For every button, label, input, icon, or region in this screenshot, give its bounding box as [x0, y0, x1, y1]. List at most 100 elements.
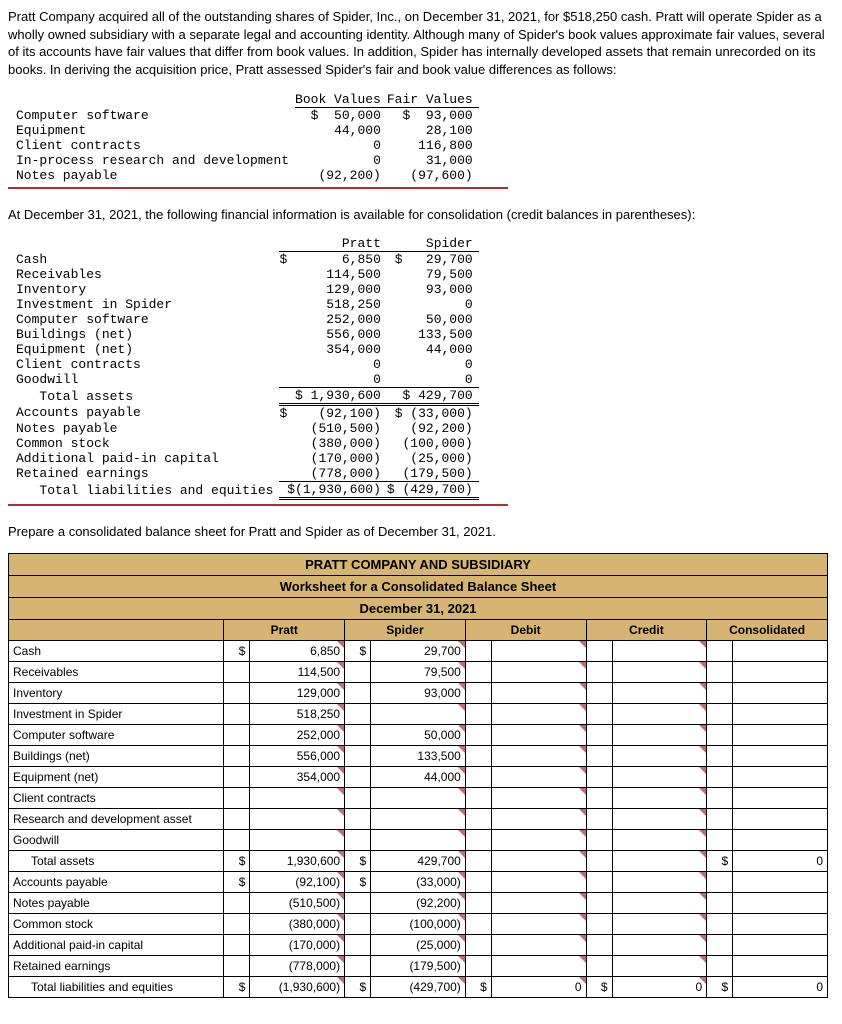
- ws-input[interactable]: [375, 980, 461, 994]
- ws-val[interactable]: [371, 704, 466, 725]
- ws-val[interactable]: [733, 746, 828, 767]
- ws-val[interactable]: [250, 641, 345, 662]
- ws-val[interactable]: [491, 725, 586, 746]
- ws-input[interactable]: [375, 686, 461, 700]
- ws-input[interactable]: [737, 644, 823, 658]
- ws-input[interactable]: [254, 686, 340, 700]
- ws-val[interactable]: [491, 872, 586, 893]
- ws-val[interactable]: [491, 788, 586, 809]
- ws-val[interactable]: [491, 746, 586, 767]
- ws-input[interactable]: [617, 791, 703, 805]
- ws-input[interactable]: [254, 644, 340, 658]
- ws-input[interactable]: [496, 896, 582, 910]
- ws-input[interactable]: [375, 665, 461, 679]
- ws-input[interactable]: [617, 728, 703, 742]
- ws-input[interactable]: [375, 938, 461, 952]
- ws-input[interactable]: [375, 896, 461, 910]
- ws-val[interactable]: [612, 788, 707, 809]
- ws-val[interactable]: [612, 893, 707, 914]
- ws-val[interactable]: [250, 977, 345, 998]
- ws-val[interactable]: [371, 683, 466, 704]
- ws-val[interactable]: [371, 956, 466, 977]
- ws-input[interactable]: [254, 728, 340, 742]
- ws-input[interactable]: [496, 833, 582, 847]
- ws-val[interactable]: [733, 977, 828, 998]
- ws-val[interactable]: [491, 809, 586, 830]
- ws-input[interactable]: [737, 812, 823, 826]
- ws-input[interactable]: [617, 812, 703, 826]
- ws-val[interactable]: [371, 830, 466, 851]
- ws-val[interactable]: [250, 746, 345, 767]
- ws-input[interactable]: [617, 959, 703, 973]
- ws-input[interactable]: [617, 644, 703, 658]
- ws-input[interactable]: [254, 665, 340, 679]
- ws-val[interactable]: [612, 746, 707, 767]
- ws-val[interactable]: [491, 641, 586, 662]
- ws-input[interactable]: [617, 896, 703, 910]
- ws-val[interactable]: [250, 725, 345, 746]
- ws-input[interactable]: [737, 749, 823, 763]
- ws-input[interactable]: [375, 749, 461, 763]
- ws-val[interactable]: [612, 851, 707, 872]
- ws-input[interactable]: [496, 728, 582, 742]
- ws-input[interactable]: [375, 707, 461, 721]
- ws-val[interactable]: [733, 788, 828, 809]
- ws-input[interactable]: [737, 833, 823, 847]
- ws-val[interactable]: [491, 683, 586, 704]
- ws-input[interactable]: [375, 644, 461, 658]
- ws-val[interactable]: [371, 788, 466, 809]
- ws-val[interactable]: [250, 893, 345, 914]
- ws-input[interactable]: [254, 980, 340, 994]
- ws-val[interactable]: [250, 662, 345, 683]
- ws-input[interactable]: [496, 686, 582, 700]
- ws-val[interactable]: [250, 872, 345, 893]
- ws-val[interactable]: [250, 956, 345, 977]
- ws-input[interactable]: [737, 938, 823, 952]
- ws-input[interactable]: [375, 854, 461, 868]
- ws-val[interactable]: [371, 641, 466, 662]
- ws-input[interactable]: [496, 749, 582, 763]
- ws-val[interactable]: [250, 788, 345, 809]
- ws-val[interactable]: [612, 956, 707, 977]
- ws-val[interactable]: [612, 809, 707, 830]
- ws-input[interactable]: [737, 854, 823, 868]
- ws-input[interactable]: [496, 980, 582, 994]
- ws-val[interactable]: [733, 956, 828, 977]
- ws-val[interactable]: [491, 830, 586, 851]
- ws-input[interactable]: [496, 791, 582, 805]
- ws-input[interactable]: [737, 791, 823, 805]
- ws-input[interactable]: [254, 854, 340, 868]
- ws-val[interactable]: [371, 851, 466, 872]
- ws-input[interactable]: [254, 812, 340, 826]
- ws-val[interactable]: [733, 683, 828, 704]
- ws-input[interactable]: [737, 980, 823, 994]
- ws-input[interactable]: [617, 833, 703, 847]
- ws-val[interactable]: [733, 914, 828, 935]
- ws-input[interactable]: [254, 791, 340, 805]
- ws-val[interactable]: [491, 704, 586, 725]
- ws-input[interactable]: [617, 665, 703, 679]
- ws-val[interactable]: [371, 914, 466, 935]
- ws-input[interactable]: [254, 707, 340, 721]
- ws-input[interactable]: [254, 917, 340, 931]
- ws-input[interactable]: [496, 665, 582, 679]
- ws-input[interactable]: [617, 980, 703, 994]
- ws-input[interactable]: [254, 959, 340, 973]
- ws-input[interactable]: [737, 896, 823, 910]
- ws-val[interactable]: [612, 662, 707, 683]
- ws-input[interactable]: [617, 749, 703, 763]
- ws-val[interactable]: [612, 977, 707, 998]
- ws-input[interactable]: [737, 917, 823, 931]
- ws-input[interactable]: [496, 707, 582, 721]
- ws-val[interactable]: [612, 872, 707, 893]
- ws-input[interactable]: [375, 770, 461, 784]
- ws-input[interactable]: [737, 875, 823, 889]
- ws-input[interactable]: [375, 812, 461, 826]
- ws-input[interactable]: [737, 707, 823, 721]
- ws-val[interactable]: [371, 725, 466, 746]
- ws-val[interactable]: [371, 662, 466, 683]
- ws-input[interactable]: [617, 770, 703, 784]
- ws-val[interactable]: [491, 977, 586, 998]
- ws-val[interactable]: [371, 893, 466, 914]
- ws-input[interactable]: [617, 854, 703, 868]
